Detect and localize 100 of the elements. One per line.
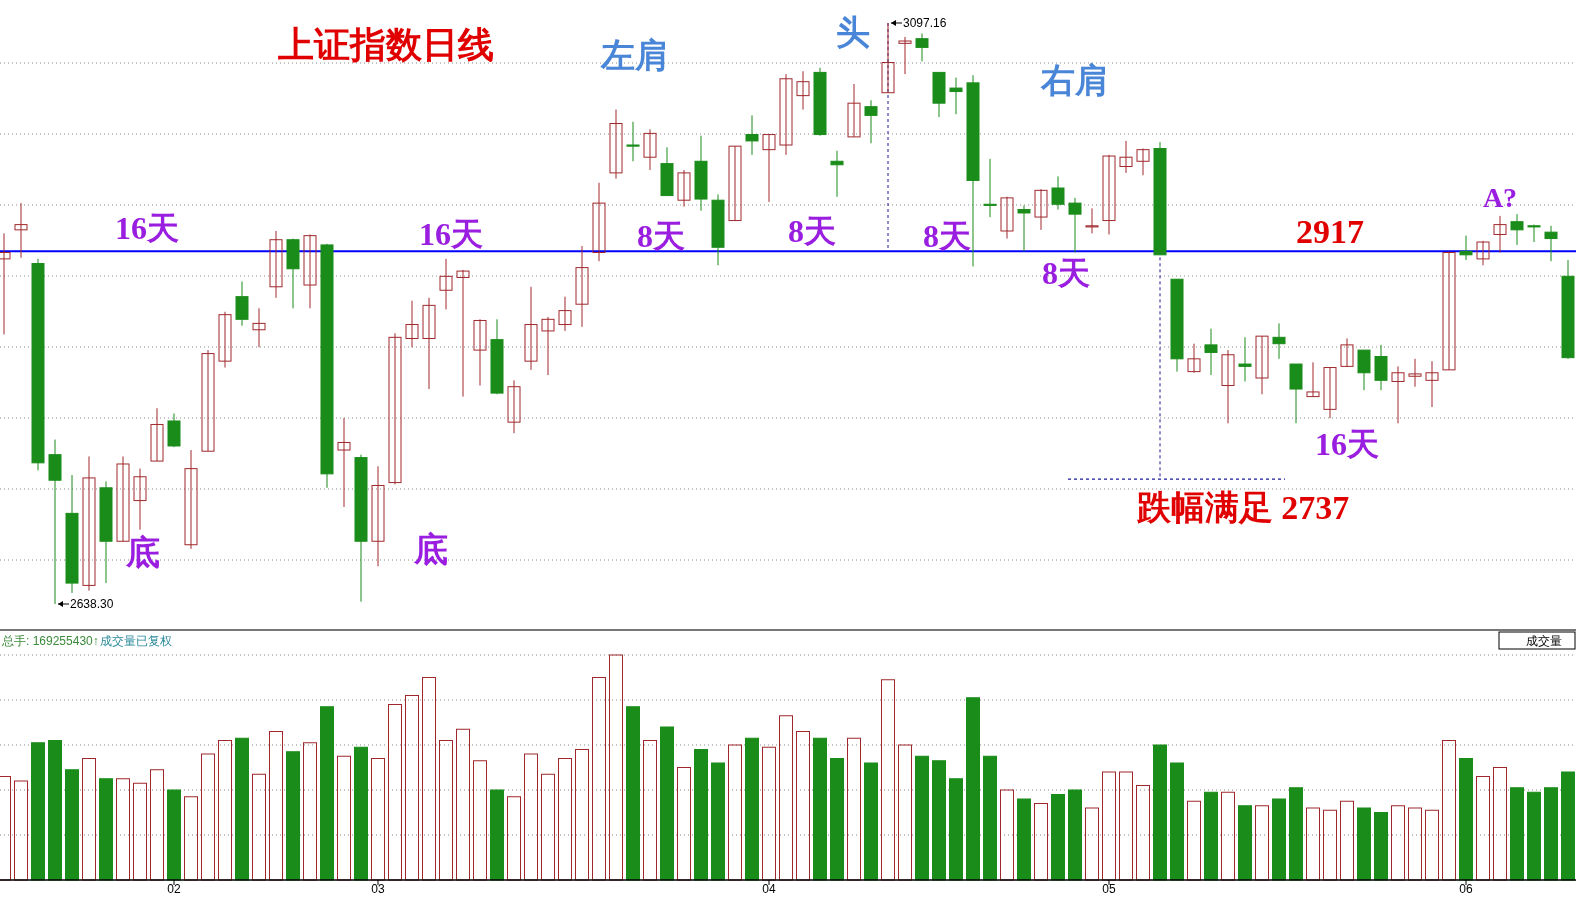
candlestick [1187, 343, 1201, 374]
bar [1085, 807, 1099, 881]
bar [932, 760, 946, 881]
text: 总手: 169255430↑ [1, 634, 99, 648]
annotation: 2638.30 [70, 597, 114, 611]
bar [1017, 798, 1031, 881]
bar [456, 728, 470, 881]
bar [1527, 791, 1541, 881]
bar [167, 789, 181, 881]
candlestick [371, 465, 385, 567]
candlestick [337, 417, 351, 508]
annotation: 2917 [1296, 213, 1364, 250]
candlestick [1323, 367, 1337, 419]
bar [983, 755, 997, 881]
candlestick [218, 311, 232, 369]
candlestick [1255, 335, 1269, 395]
bar [354, 746, 368, 881]
candlestick [1136, 148, 1150, 176]
candlestick [1102, 154, 1116, 235]
annotation: 底 [413, 531, 448, 568]
candlestick [1544, 225, 1558, 262]
bar [1187, 800, 1201, 881]
annotation: 跌幅满足 2737 [1135, 489, 1350, 526]
bar [1357, 807, 1371, 881]
annotation: 16天 [1315, 426, 1379, 462]
bar [558, 758, 572, 881]
bar [337, 755, 351, 881]
candlestick [949, 77, 963, 115]
candlestick [1068, 197, 1082, 253]
bar [1221, 791, 1235, 881]
annotation: 右肩 [1040, 62, 1109, 99]
bar [864, 762, 878, 881]
annotation: 8天 [637, 218, 685, 254]
annotation: 底 [125, 534, 160, 571]
bar [745, 737, 759, 881]
bar [269, 731, 283, 881]
annotation: 16天 [115, 210, 179, 246]
bar [1510, 787, 1524, 881]
x-tick-label: 03 [371, 882, 385, 896]
candlestick [150, 407, 164, 462]
candlestick [201, 349, 215, 452]
annotation: 3097.16 [903, 16, 947, 30]
candlestick [439, 258, 453, 310]
annotation: 8天 [788, 213, 836, 249]
bar [1255, 805, 1269, 881]
candlestick [1442, 250, 1456, 371]
candlestick [609, 109, 623, 180]
bar [371, 758, 385, 881]
bar [439, 740, 453, 881]
bar [405, 695, 419, 881]
candlestick [677, 169, 691, 208]
candlestick [1391, 365, 1405, 424]
candlestick [1527, 224, 1541, 243]
bar [473, 760, 487, 881]
chart-title: 上证指数日线 [278, 25, 494, 65]
bar [116, 778, 130, 881]
bar [1459, 758, 1473, 881]
text: 成交量已复权 [100, 634, 172, 648]
bar [320, 706, 334, 881]
candlestick [1510, 213, 1524, 246]
candlestick [643, 128, 657, 171]
bar [184, 796, 198, 881]
bar [626, 706, 640, 881]
bar [1238, 805, 1252, 881]
candlestick [1204, 328, 1218, 376]
candlestick [1034, 188, 1048, 231]
annotation: 左肩 [600, 37, 669, 74]
bar [1340, 800, 1354, 881]
bar [235, 737, 249, 881]
bar [286, 751, 300, 881]
candlestick [252, 307, 266, 348]
bar [847, 737, 861, 881]
candlestick [1238, 336, 1252, 382]
bar [490, 789, 504, 881]
bar [728, 744, 742, 881]
candlestick [1085, 207, 1099, 234]
bar [1544, 787, 1558, 881]
candlestick [524, 286, 538, 371]
annotation: 16天 [419, 216, 483, 252]
bar [1374, 812, 1388, 881]
x-tick-label: 05 [1102, 882, 1116, 896]
bar [711, 762, 725, 881]
x-tick-label: 04 [762, 882, 776, 896]
candlestick [915, 32, 929, 62]
bar [82, 758, 96, 881]
bar [1068, 789, 1082, 881]
candlestick [1425, 360, 1439, 408]
candlestick [388, 332, 402, 485]
bar [830, 758, 844, 881]
candlestick [82, 455, 96, 592]
candlestick [1374, 344, 1388, 391]
bar [31, 742, 45, 881]
bar [1408, 807, 1422, 881]
bar [201, 753, 215, 881]
candlestick [796, 70, 810, 111]
bar [422, 677, 436, 881]
bar [1000, 789, 1014, 881]
candlestick [456, 269, 470, 398]
bar [1289, 787, 1303, 881]
bar [48, 740, 62, 881]
